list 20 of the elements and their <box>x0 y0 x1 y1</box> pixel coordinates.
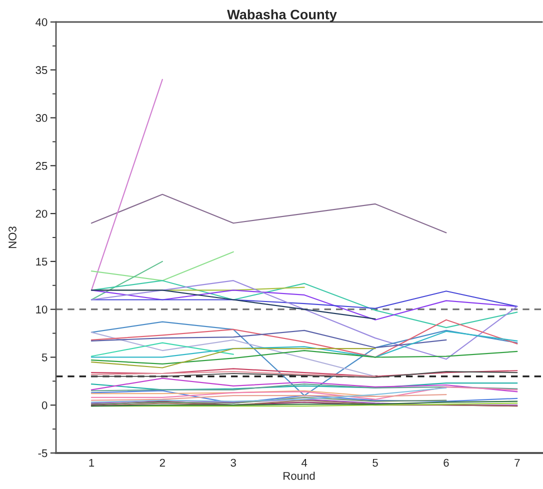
x-tick-label: 6 <box>444 458 449 467</box>
chart-title: Wabasha County <box>227 9 337 22</box>
y-tick-label: 20 <box>36 210 48 218</box>
y-tick-label: 10 <box>36 306 48 314</box>
x-tick-label: 2 <box>160 458 165 467</box>
y-tick-label: 5 <box>42 354 48 362</box>
x-axis-title: Round <box>284 472 315 480</box>
y-tick-label: 0 <box>42 401 48 410</box>
y-tick-label: -5 <box>38 449 48 458</box>
y-tick-label: 40 <box>36 18 48 26</box>
y-axis-title: NO3 <box>8 226 16 248</box>
x-tick-label: 1 <box>89 458 94 467</box>
x-tick-label: 3 <box>230 458 236 467</box>
y-tick-label: 25 <box>36 162 48 170</box>
x-tick-label: 7 <box>514 458 520 467</box>
x-tick-label: 5 <box>372 458 378 467</box>
y-tick-label: 15 <box>36 258 48 266</box>
y-tick-label: 35 <box>36 66 48 74</box>
y-tick-label: 30 <box>36 114 48 122</box>
x-tick-label: 4 <box>301 458 308 467</box>
